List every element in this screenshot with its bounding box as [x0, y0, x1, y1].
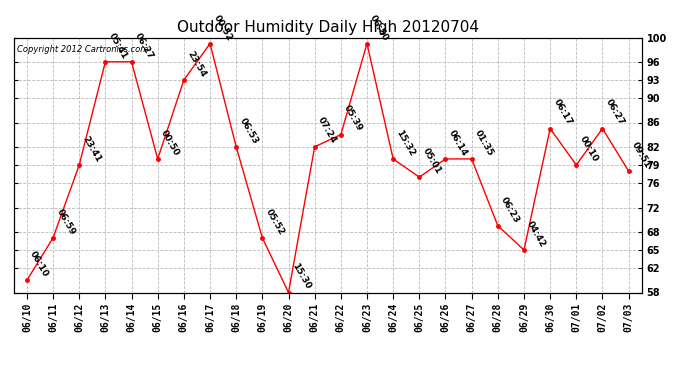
Text: 06:10: 06:10	[28, 250, 50, 279]
Text: 23:54: 23:54	[185, 49, 208, 79]
Text: 05:39: 05:39	[342, 104, 364, 133]
Text: 09:51: 09:51	[630, 140, 652, 170]
Text: 06:50: 06:50	[368, 13, 391, 42]
Text: 00:10: 00:10	[578, 135, 600, 164]
Text: 01:35: 01:35	[473, 128, 495, 158]
Text: 07:24: 07:24	[316, 116, 338, 146]
Text: 06:23: 06:23	[499, 195, 521, 224]
Text: 15:32: 15:32	[395, 128, 417, 158]
Title: Outdoor Humidity Daily High 20120704: Outdoor Humidity Daily High 20120704	[177, 20, 479, 35]
Text: 06:59: 06:59	[55, 207, 77, 237]
Text: 05:01: 05:01	[421, 147, 443, 176]
Text: 04:42: 04:42	[525, 219, 548, 249]
Text: 15:30: 15:30	[290, 262, 312, 291]
Text: 05:41: 05:41	[107, 31, 129, 60]
Text: Copyright 2012 Cartronics.com: Copyright 2012 Cartronics.com	[17, 45, 148, 54]
Text: 23:41: 23:41	[81, 134, 103, 164]
Text: 00:52: 00:52	[211, 13, 233, 42]
Text: 00:50: 00:50	[159, 129, 181, 158]
Text: 06:53: 06:53	[237, 116, 259, 146]
Text: 06:27: 06:27	[133, 31, 155, 60]
Text: 05:52: 05:52	[264, 207, 286, 237]
Text: 06:27: 06:27	[604, 98, 626, 127]
Text: 06:17: 06:17	[551, 98, 573, 127]
Text: 06:14: 06:14	[447, 128, 469, 158]
